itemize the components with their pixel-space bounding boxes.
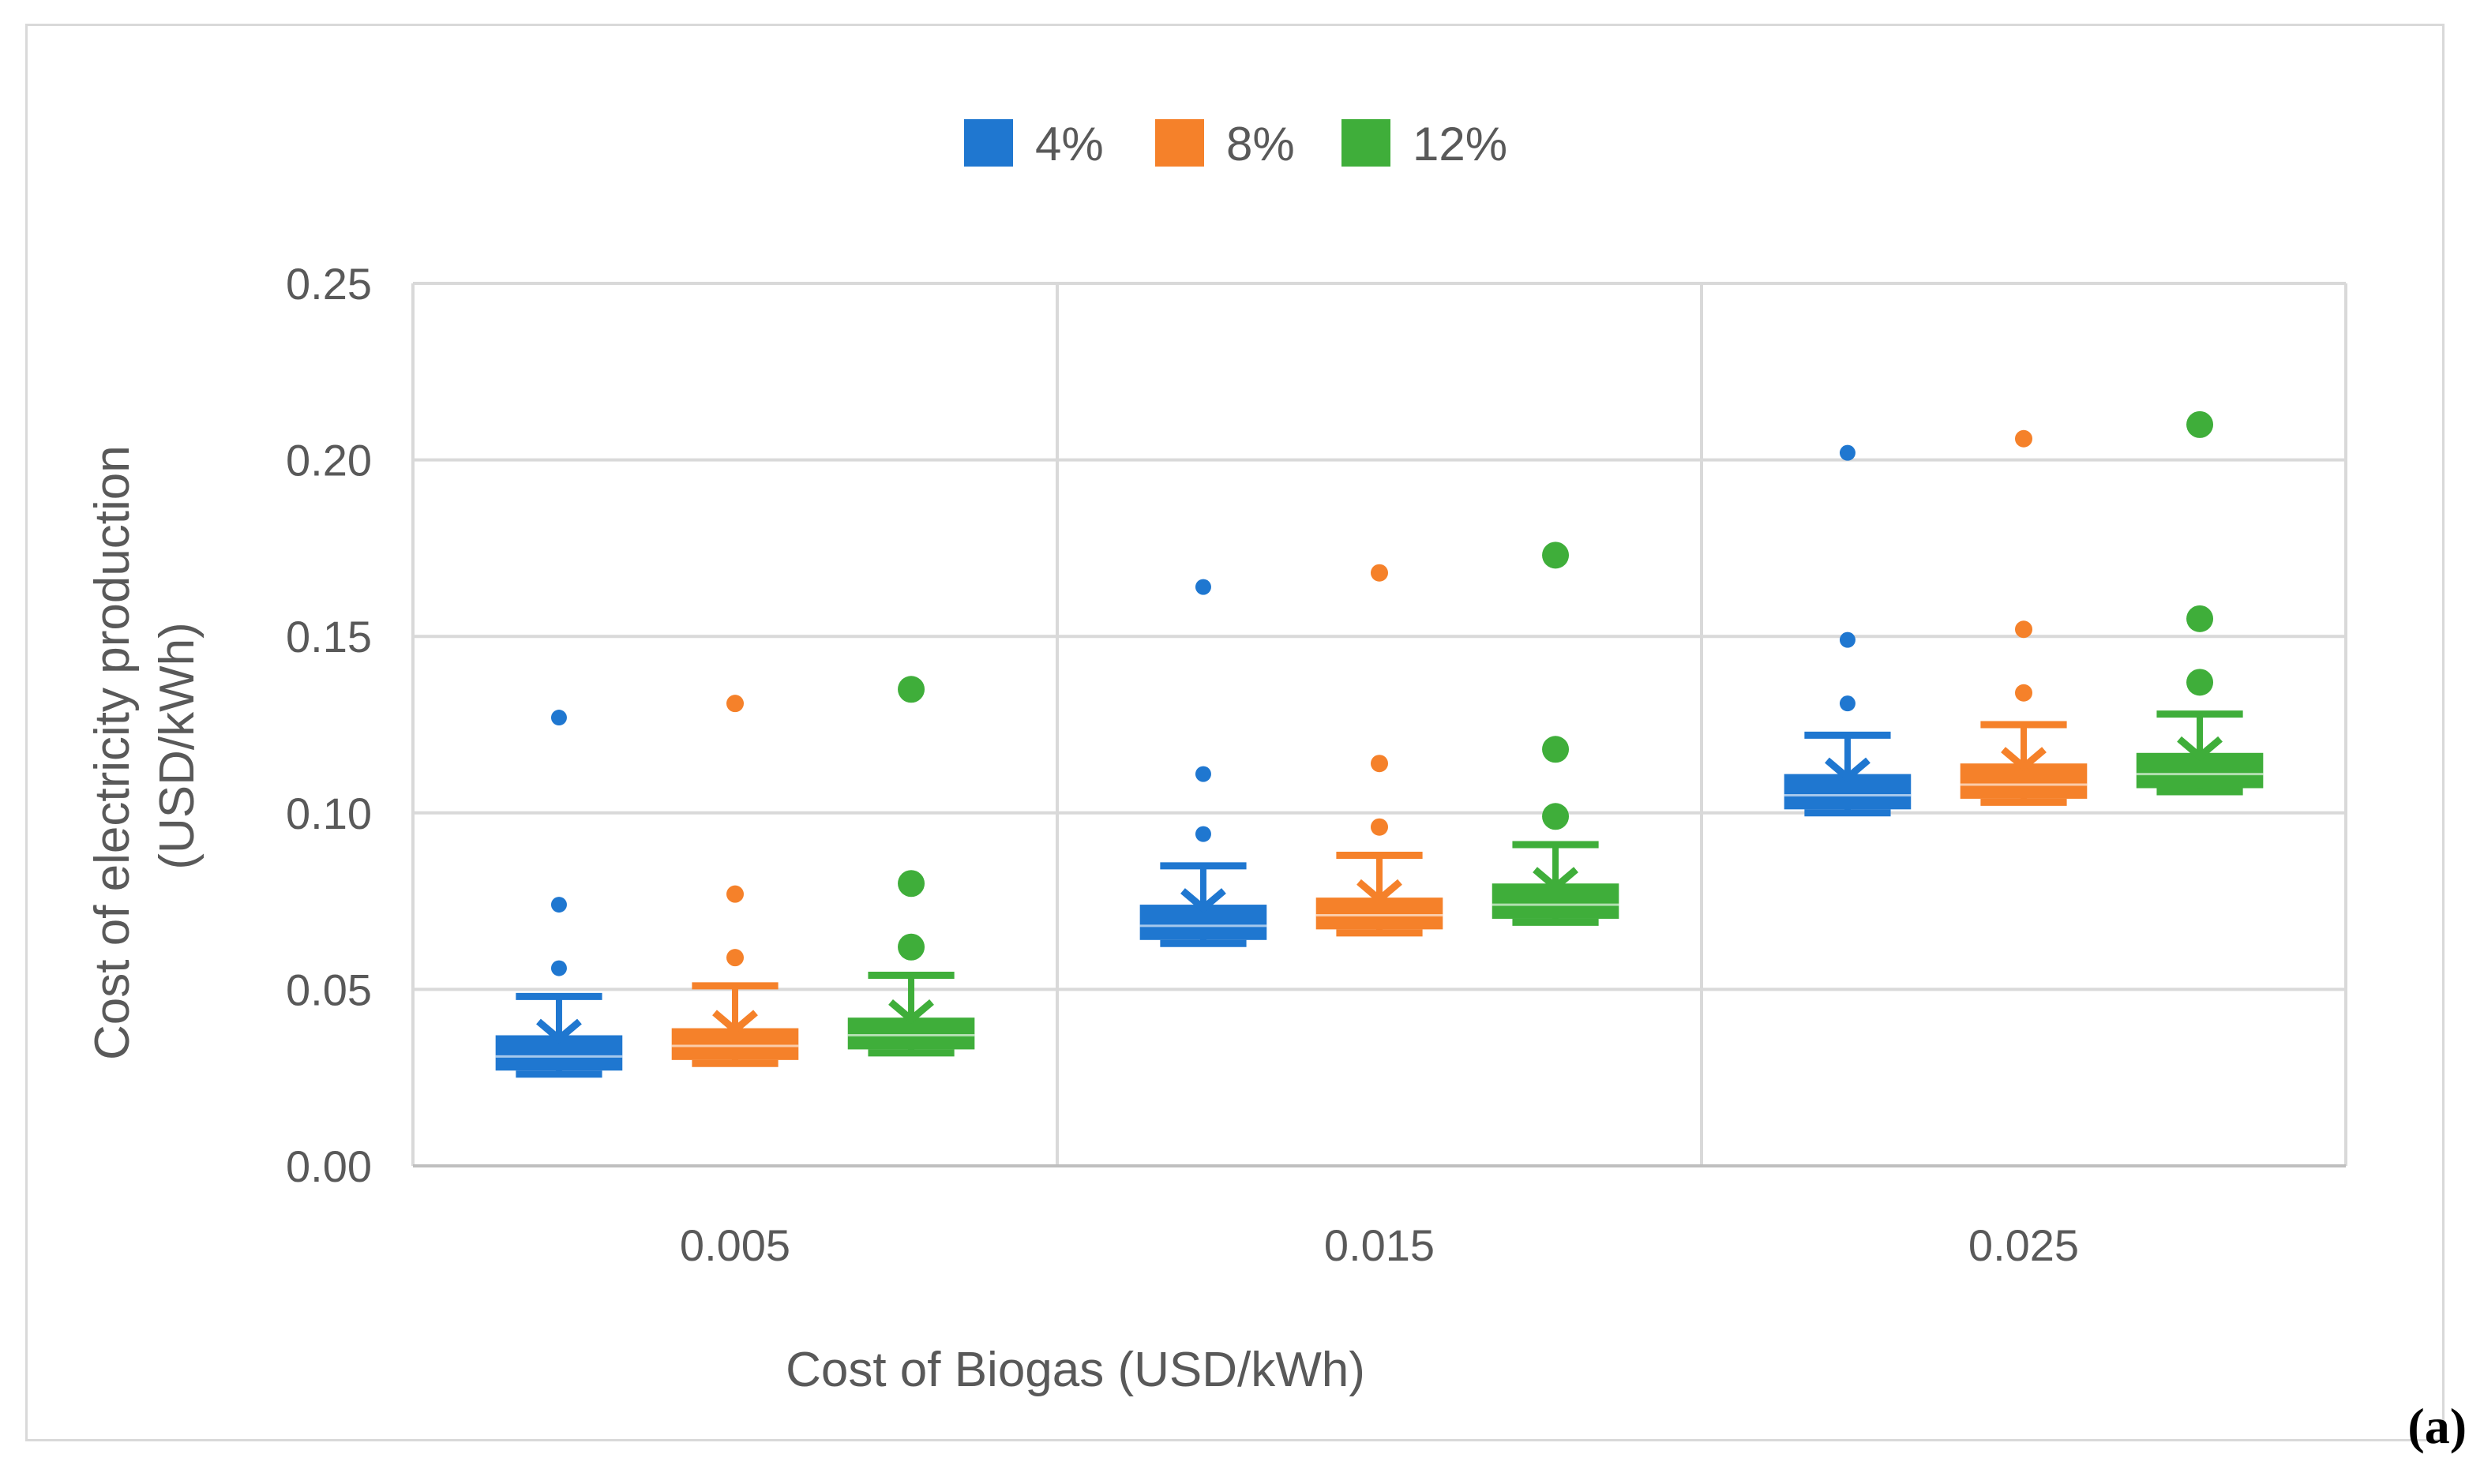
outlier-point — [898, 676, 925, 703]
y-axis-title-line-2: (USD/kWh) — [150, 622, 204, 869]
legend-label: 12% — [1413, 118, 1507, 171]
mean-marker — [1825, 757, 1871, 782]
x-tick-label: 0.025 — [1968, 1220, 2079, 1270]
outlier-point — [1839, 695, 1855, 712]
box-plot-4pct-0.005 — [495, 710, 623, 1078]
box-plot-4pct-0.015 — [1139, 579, 1267, 947]
y-tick-label: 0.20 — [286, 436, 372, 485]
box-plot-8pct-0.005 — [671, 695, 799, 1067]
legend-label: 8% — [1226, 118, 1295, 171]
outlier-point — [726, 949, 744, 967]
mean-marker — [1533, 867, 1578, 892]
box-plot-8pct-0.025 — [1960, 429, 2088, 806]
panel-label: (a) — [2407, 1398, 2467, 1454]
outlier-point — [2186, 410, 2214, 438]
outlier-point — [2186, 605, 2214, 632]
box-plot-12pct-0.015 — [1492, 542, 1619, 926]
mean-marker — [536, 1018, 582, 1044]
mean-marker — [2001, 747, 2047, 772]
y-axis-title: Cost of electricity production (USD/kWh) — [85, 432, 204, 1060]
x-axis-title: Cost of Biogas (USD/kWh) — [786, 1343, 1365, 1397]
box-plot-12pct-0.005 — [847, 676, 975, 1057]
outlier-point — [898, 933, 925, 961]
outlier-point — [2015, 684, 2032, 702]
outlier-point — [2186, 669, 2214, 696]
outlier-point — [1371, 818, 1388, 836]
box-plot-8pct-0.015 — [1315, 564, 1443, 937]
tick-layer: 0.00 0.05 0.10 0.15 0.20 0.25 0.005 0.015 0.025 — [286, 259, 2079, 1270]
mean-marker — [888, 999, 934, 1025]
mean-marker — [1356, 879, 1402, 905]
outlier-point — [550, 710, 567, 726]
x-tick-label: 0.005 — [680, 1220, 790, 1270]
legend-swatch-8pct — [1155, 119, 1204, 167]
chart-frame: 0.00 0.05 0.10 0.15 0.20 0.25 0.005 0.015 0.025 … — [25, 24, 2445, 1441]
outlier-point — [1542, 542, 1570, 569]
y-tick-label: 0.25 — [286, 259, 372, 309]
outlier-point — [1542, 736, 1570, 763]
legend-swatch-12pct — [1341, 119, 1390, 167]
outlier-point — [1371, 564, 1388, 582]
outlier-point — [2015, 429, 2032, 448]
outlier-point — [726, 695, 744, 713]
outlier-point — [550, 897, 567, 913]
box-layer — [495, 410, 2264, 1078]
outlier-point — [2015, 620, 2032, 639]
y-tick-label: 0.10 — [286, 789, 372, 838]
y-tick-label: 0.05 — [286, 965, 372, 1014]
outlier-point — [550, 960, 567, 976]
y-tick-label: 0.00 — [286, 1141, 372, 1191]
outlier-point — [1839, 444, 1855, 461]
box-plot-4pct-0.025 — [1784, 444, 1912, 817]
outlier-point — [726, 885, 744, 903]
mean-marker — [712, 1010, 758, 1035]
outlier-point — [1195, 579, 1211, 595]
x-tick-label: 0.015 — [1324, 1220, 1435, 1270]
box-plot-12pct-0.025 — [2136, 410, 2264, 796]
legend: 4% 8% 12% — [964, 118, 1507, 171]
outlier-point — [1371, 755, 1388, 773]
legend-swatch-4pct — [964, 119, 1013, 167]
outlier-point — [1542, 803, 1570, 830]
y-tick-label: 0.15 — [286, 612, 372, 661]
mean-marker — [1180, 888, 1226, 913]
legend-label: 4% — [1035, 118, 1104, 171]
mean-marker — [2177, 736, 2223, 762]
y-axis-title-line-1: Cost of electricity production — [85, 445, 140, 1060]
outlier-point — [898, 870, 925, 898]
chart-svg: 0.000.050.100.150.200.250.005 0.015 0.025 … — [85, 118, 2347, 1397]
outlier-point — [1195, 826, 1211, 842]
outlier-point — [1195, 766, 1211, 782]
outlier-point — [1839, 631, 1855, 648]
